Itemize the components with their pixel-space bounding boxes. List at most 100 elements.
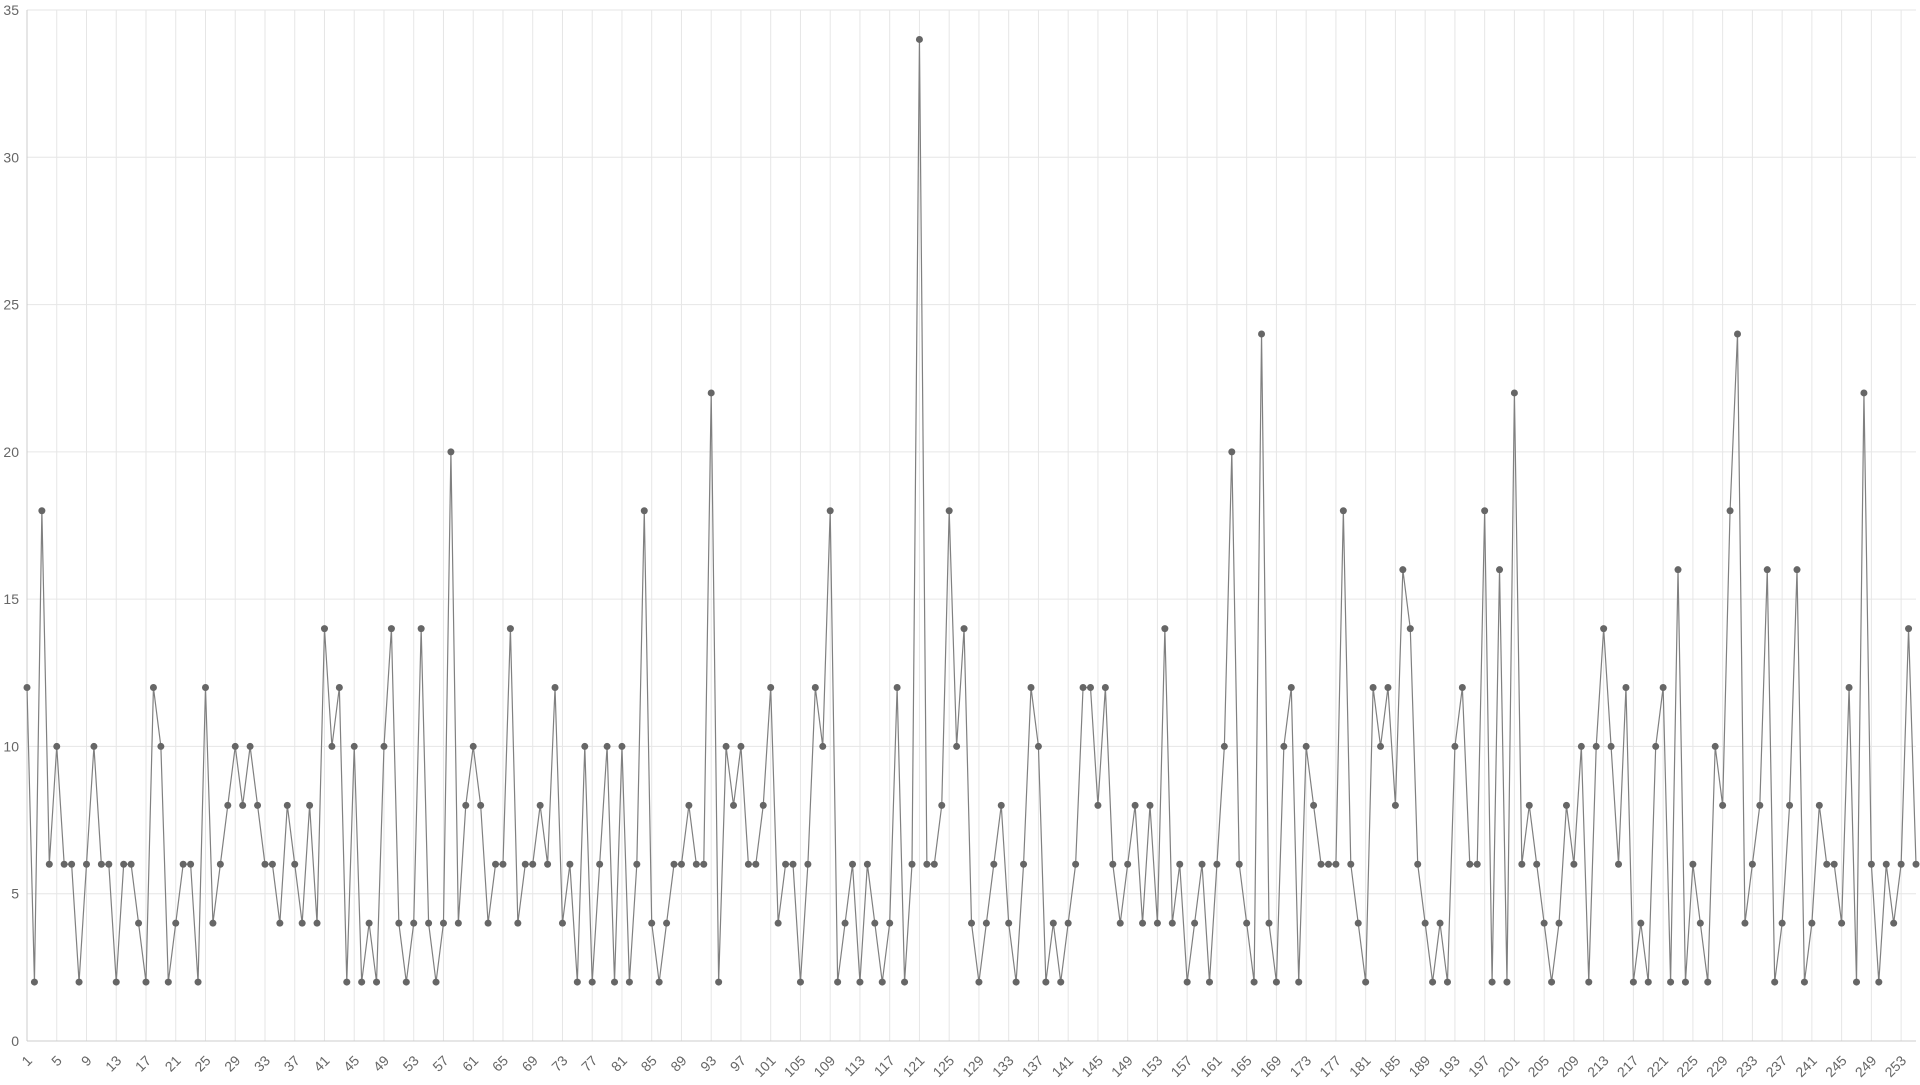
data-point (254, 801, 262, 809)
data-point (1726, 507, 1734, 515)
data-point (469, 742, 477, 750)
data-point (1243, 919, 1251, 927)
data-point (1324, 860, 1332, 868)
x-tick-label: 33 (251, 1052, 273, 1074)
data-point (1064, 919, 1072, 927)
data-point (923, 860, 931, 868)
data-point (365, 919, 373, 927)
data-point (447, 448, 455, 456)
data-point (789, 860, 797, 868)
data-point (187, 860, 195, 868)
data-point (737, 742, 745, 750)
data-point (60, 860, 68, 868)
x-tick-label: 21 (162, 1052, 184, 1074)
data-point (618, 742, 626, 750)
x-tick-label: 153 (1138, 1052, 1166, 1080)
x-tick-label: 241 (1792, 1052, 1820, 1080)
data-point (596, 860, 604, 868)
x-tick-label: 125 (929, 1052, 957, 1080)
y-tick-label: 35 (3, 2, 19, 18)
data-point (1451, 742, 1459, 750)
data-point (1436, 919, 1444, 927)
data-point (1280, 742, 1288, 750)
x-tick-label: 25 (191, 1052, 213, 1074)
data-point (670, 860, 678, 868)
data-point (655, 978, 663, 986)
data-point (179, 860, 187, 868)
data-point (1272, 978, 1280, 986)
data-point (1905, 625, 1913, 633)
x-tick-label: 233 (1733, 1052, 1761, 1080)
data-point (45, 860, 53, 868)
y-tick-label: 30 (3, 149, 19, 165)
data-point (1585, 978, 1593, 986)
data-point (410, 919, 418, 927)
data-point (335, 684, 343, 692)
data-point (1406, 625, 1414, 633)
data-point (30, 978, 38, 986)
y-tick-label: 25 (3, 297, 19, 313)
x-tick-label: 245 (1822, 1052, 1850, 1080)
x-tick-label: 129 (959, 1052, 987, 1080)
data-point (1800, 978, 1808, 986)
data-point (120, 860, 128, 868)
data-point (209, 919, 217, 927)
data-point (1830, 860, 1838, 868)
data-point (1890, 919, 1898, 927)
data-point (395, 919, 403, 927)
x-tick-label: 149 (1108, 1052, 1136, 1080)
data-point (849, 860, 857, 868)
data-point (1696, 919, 1704, 927)
series (23, 35, 1920, 986)
data-point (611, 978, 619, 986)
data-point (1020, 860, 1028, 868)
data-point (744, 860, 752, 868)
data-point (1429, 978, 1437, 986)
data-point (1778, 919, 1786, 927)
data-point (1191, 919, 1199, 927)
data-point (276, 919, 284, 927)
x-tick-label: 29 (221, 1052, 243, 1074)
data-point (313, 919, 321, 927)
data-point (1101, 684, 1109, 692)
axes (26, 10, 1916, 1042)
x-tick-label: 37 (281, 1052, 303, 1074)
x-tick-label: 73 (548, 1052, 570, 1074)
data-point (878, 978, 886, 986)
data-point (149, 684, 157, 692)
data-point (1176, 860, 1184, 868)
data-point (358, 978, 366, 986)
data-point (1711, 742, 1719, 750)
data-point (774, 919, 782, 927)
data-point (328, 742, 336, 750)
data-point (1265, 919, 1273, 927)
x-tick-label: 61 (459, 1052, 481, 1074)
data-point (514, 919, 522, 927)
x-tick-label: 113 (841, 1052, 868, 1079)
data-point (1771, 978, 1779, 986)
data-point (97, 860, 105, 868)
data-point (990, 860, 998, 868)
y-tick-label: 20 (3, 444, 19, 460)
data-point (1339, 507, 1347, 515)
data-point (1161, 625, 1169, 633)
data-point (1146, 801, 1154, 809)
x-tick-label: 221 (1643, 1052, 1671, 1080)
data-point (759, 801, 767, 809)
data-point (1109, 860, 1117, 868)
data-point (1577, 742, 1585, 750)
data-point (75, 978, 83, 986)
data-point (1369, 684, 1377, 692)
x-tick-label: 161 (1197, 1052, 1225, 1080)
data-point (938, 801, 946, 809)
data-point (581, 742, 589, 750)
data-point (1600, 625, 1608, 633)
data-point (1443, 978, 1451, 986)
data-point (1912, 860, 1920, 868)
x-tick-label: 57 (429, 1052, 451, 1074)
data-point (484, 919, 492, 927)
data-point (1310, 801, 1318, 809)
data-point (752, 860, 760, 868)
data-point (685, 801, 693, 809)
